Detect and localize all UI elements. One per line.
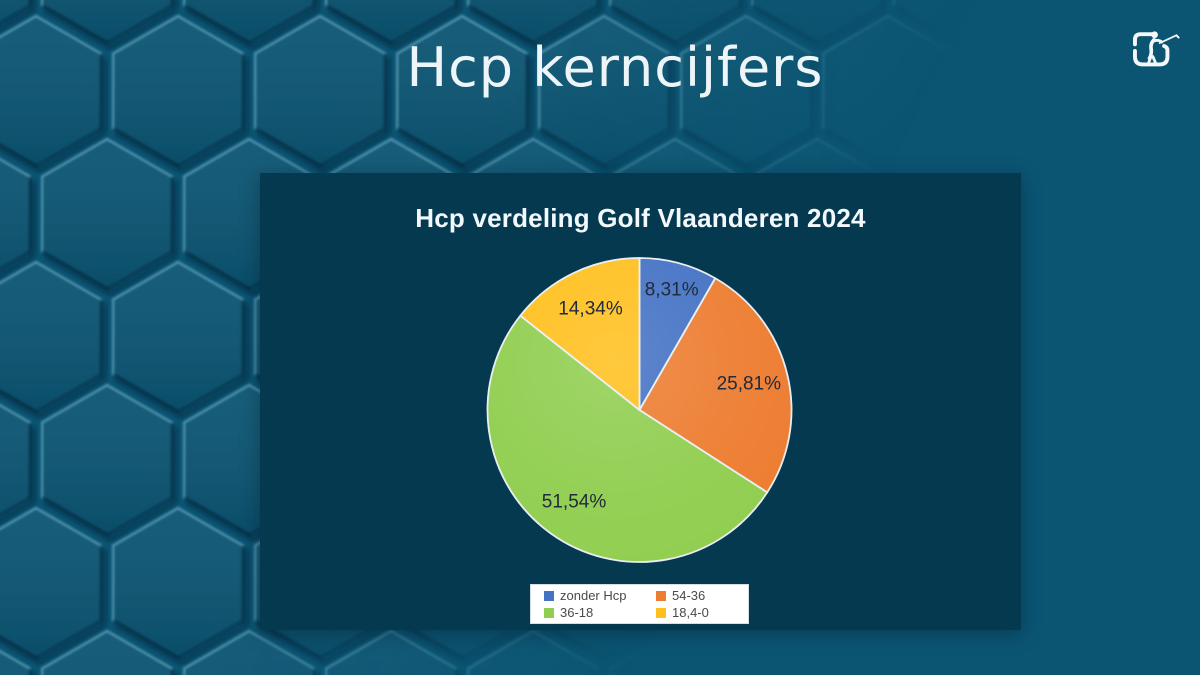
legend-swatch-icon xyxy=(656,590,666,601)
legend-item-18-4-0: 18,4-0 xyxy=(656,606,748,619)
legend-item-zonder-hcp: zonder Hcp xyxy=(544,589,656,602)
pie-data-label-54-36: 25,81% xyxy=(717,374,782,395)
pie-data-label-18-4-0: 14,34% xyxy=(558,299,623,320)
pie-data-label-36-18: 51,54% xyxy=(542,491,607,512)
legend-label: 18,4-0 xyxy=(672,605,709,620)
legend-item-54-36: 54-36 xyxy=(656,589,748,602)
legend-label: 36-18 xyxy=(560,605,594,620)
chart-title: Hcp verdeling Golf Vlaanderen 2024 xyxy=(415,203,866,233)
legend-label: 54-36 xyxy=(672,588,706,603)
legend-swatch-icon xyxy=(544,590,554,601)
pie-data-label-zonder-hcp: 8,31% xyxy=(645,280,699,301)
slide-title: Hcp kerncijfers xyxy=(406,36,824,99)
legend-swatch-icon xyxy=(656,607,666,618)
legend-swatch-icon xyxy=(544,607,554,618)
chart-legend: zonder Hcp 54-36 36-18 18,4-0 xyxy=(530,584,749,624)
golfer-swing-icon xyxy=(1133,31,1180,67)
legend-label: zonder Hcp xyxy=(560,588,627,603)
pie-chart: 8,31% 25,81% 51,54% 14,34% xyxy=(486,257,793,563)
golf-vlaanderen-logo xyxy=(1133,31,1180,67)
legend-item-36-18: 36-18 xyxy=(544,606,656,619)
chart-panel: Hcp verdeling Golf Vlaanderen 2024 8,31%… xyxy=(260,173,1021,630)
